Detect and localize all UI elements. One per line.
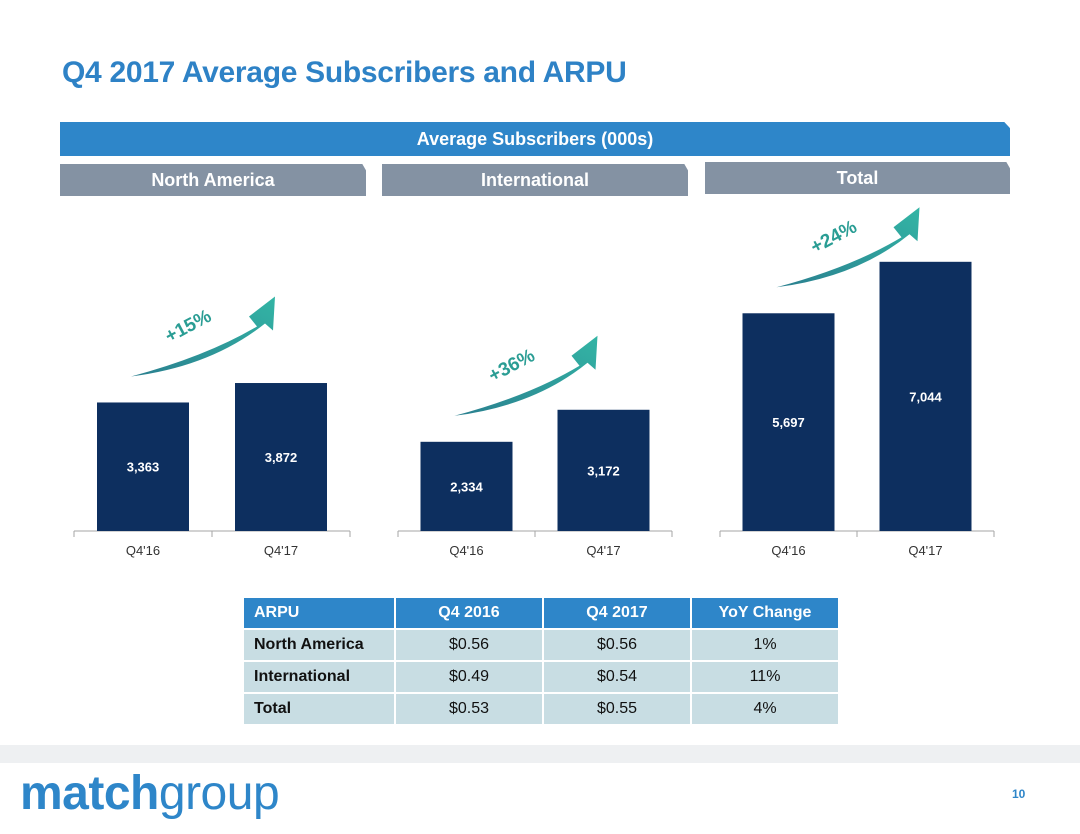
table-cell: 1%	[692, 630, 838, 660]
bar-q416	[742, 313, 835, 531]
chart-total: 5,697 Q4'16 7,044 Q4'17 +24%	[719, 207, 995, 558]
table-cell: 11%	[692, 662, 838, 692]
growth-label: +15%	[162, 306, 215, 348]
logo-text-group: group	[158, 767, 280, 820]
bar-value-label: 2,334	[450, 479, 483, 494]
page-number: 10	[1012, 787, 1026, 801]
bar-value-label: 7,044	[909, 389, 942, 404]
logo-text-match: match	[20, 767, 159, 820]
chart-banner: Average Subscribers (000s)	[60, 122, 1010, 156]
table-cell: Total	[244, 694, 394, 724]
bar-q417	[557, 409, 650, 531]
bar-value-label: 3,172	[587, 463, 620, 478]
growth-label: +24%	[807, 217, 860, 259]
x-tick-label: Q4'17	[264, 543, 298, 558]
table-cell: North America	[244, 630, 394, 660]
table-cell: $0.53	[396, 694, 542, 724]
table-cell: International	[244, 662, 394, 692]
table-cell: $0.56	[544, 630, 690, 660]
x-tick-label: Q4'16	[126, 543, 160, 558]
region-header-total: Total	[705, 162, 1010, 194]
page-title: Q4 2017 Average Subscribers and ARPU	[62, 56, 627, 89]
table-cell: $0.55	[544, 694, 690, 724]
bar-q416	[97, 402, 189, 531]
table-header-cell: YoY Change	[692, 598, 838, 628]
x-tick-label: Q4'16	[771, 543, 805, 558]
bar-charts: 3,363 Q4'16 3,872 Q4'17 +15% 2,334 Q4'16 3,172 Q…	[73, 207, 995, 558]
table-row: International $0.49 $0.54 11%	[244, 662, 838, 692]
matchgroup-logo: matchgroup	[20, 766, 280, 821]
table-header-cell: Q4 2016	[396, 598, 542, 628]
table-header-row: ARPU Q4 2016 Q4 2017 YoY Change	[244, 598, 838, 628]
growth-arrow	[454, 335, 598, 416]
table-row: North America $0.56 $0.56 1%	[244, 630, 838, 660]
region-header-international: International	[382, 164, 688, 196]
growth-arrow	[776, 207, 920, 288]
bar-value-label: 5,697	[772, 415, 805, 430]
bar-value-label: 3,363	[127, 460, 160, 475]
x-tick-label: Q4'16	[449, 543, 483, 558]
bar-value-label: 3,872	[265, 450, 298, 465]
bar-q417	[879, 261, 972, 531]
arpu-table: ARPU Q4 2016 Q4 2017 YoY Change North Am…	[242, 596, 840, 726]
growth-label: +36%	[485, 345, 538, 387]
chart-international: 2,334 Q4'16 3,172 Q4'17 +36%	[397, 335, 673, 558]
footer-band	[0, 745, 1080, 763]
table-header-cell: ARPU	[244, 598, 394, 628]
x-tick-label: Q4'17	[908, 543, 942, 558]
table-cell: 4%	[692, 694, 838, 724]
growth-arrow	[131, 296, 275, 377]
table-header-cell: Q4 2017	[544, 598, 690, 628]
bar-q416	[420, 441, 513, 531]
region-header-north-america: North America	[60, 164, 366, 196]
table-row: Total $0.53 $0.55 4%	[244, 694, 838, 724]
x-tick-label: Q4'17	[586, 543, 620, 558]
chart-north-america: 3,363 Q4'16 3,872 Q4'17 +15%	[73, 296, 351, 558]
table-cell: $0.49	[396, 662, 542, 692]
table-cell: $0.56	[396, 630, 542, 660]
bar-q417	[235, 383, 327, 531]
table-cell: $0.54	[544, 662, 690, 692]
